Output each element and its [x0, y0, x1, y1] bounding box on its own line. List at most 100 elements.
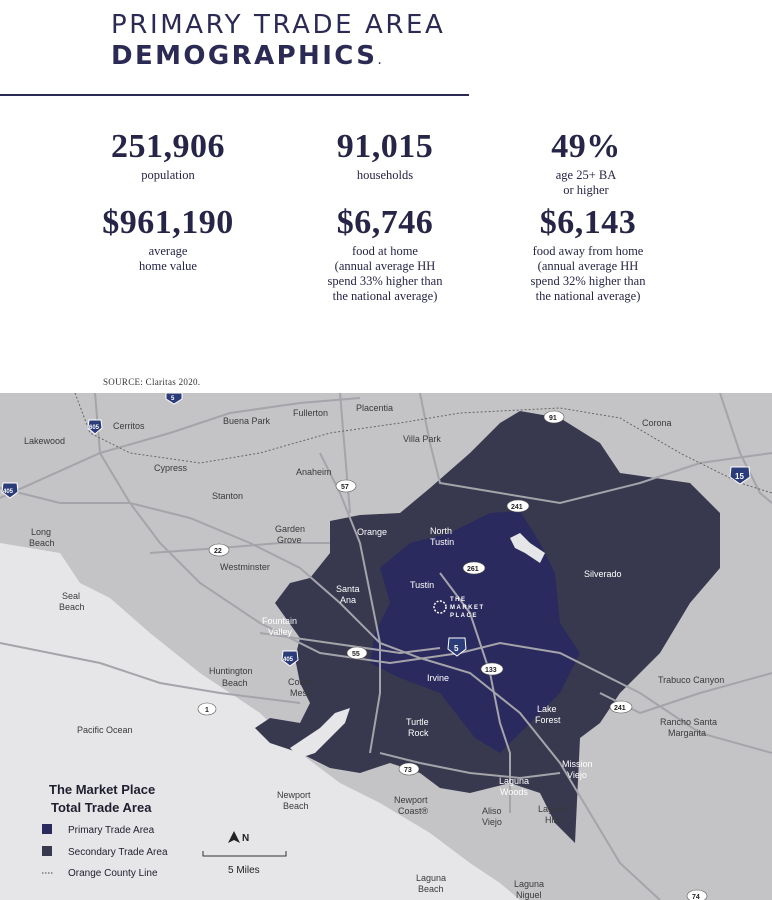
label-laguna-hills-2: Hills [545, 815, 562, 825]
stat-label: average home value [139, 244, 197, 273]
label-westminster: Westminster [220, 562, 270, 572]
title-line-2: DEMOGRAPHICS. [111, 41, 385, 71]
svg-text:91: 91 [549, 415, 557, 422]
reservoir [510, 533, 545, 563]
label-garden: Garden [275, 524, 305, 534]
svg-text:5: 5 [171, 396, 175, 402]
stat-label: households [356, 168, 414, 182]
label-pacific-ocean: Pacific Ocean [77, 725, 133, 735]
route-57-marker: 57 [335, 479, 357, 493]
route-261-marker: 261 [462, 561, 486, 575]
label-orange: Orange [357, 527, 387, 537]
svg-text:133: 133 [485, 667, 497, 674]
legend-swatch-secondary [42, 846, 52, 856]
stat-value: $6,746 [336, 204, 434, 241]
label-ana: Ana [340, 595, 356, 605]
label-seal-beach: Beach [59, 602, 85, 612]
label-seal: Seal [62, 591, 80, 601]
label-newport-coast-2: Coast® [398, 806, 429, 816]
label-north-tustin: Tustin [430, 537, 454, 547]
label-mesa: Mesa [290, 688, 312, 698]
stat-population: 251,906 population [73, 128, 263, 183]
label-north: North [430, 526, 452, 536]
stat-label: age 25+ BA or higher [555, 168, 617, 197]
legend-county-line: Orange County Line [68, 868, 158, 879]
interstate-605-shield: 605 [87, 419, 103, 435]
stat-food-away: $6,143 food away from home (annual avera… [493, 204, 683, 304]
label-fullerton: Fullerton [293, 408, 328, 418]
interstate-5-shield: 5 [447, 637, 467, 657]
label-laguna-niguel-1: Laguna [514, 879, 544, 889]
label-trabuco: Trabuco Canyon [658, 675, 724, 685]
svg-text:MARKET: MARKET [450, 605, 485, 611]
route-74-marker: 74 [686, 889, 708, 900]
interstate-15-shield: 15 [729, 466, 751, 485]
label-laguna-beach-1: Laguna [416, 873, 446, 883]
label-laguna-hills-1: Laguna [538, 804, 568, 814]
svg-text:605: 605 [89, 425, 100, 431]
svg-text:261: 261 [467, 566, 479, 573]
svg-text:15: 15 [735, 472, 744, 481]
label-irvine: Irvine [427, 673, 449, 683]
north-label: N [242, 833, 249, 844]
label-huntington-beach: Beach [222, 678, 248, 688]
label-cerritos: Cerritos [113, 421, 145, 431]
label-rsm-2: Margarita [668, 728, 706, 738]
label-placentia: Placentia [356, 403, 393, 413]
stat-label: population [141, 168, 195, 182]
route-73-marker: 73 [398, 762, 420, 776]
svg-text:1: 1 [205, 707, 209, 714]
label-long-beach: Beach [29, 538, 55, 548]
svg-text:55: 55 [352, 651, 360, 658]
svg-text:74: 74 [692, 894, 700, 900]
trade-area-map: Lakewood Cerritos Buena Park Fullerton P… [0, 393, 772, 900]
legend-title-1: The Market Place [49, 782, 155, 797]
route-1-marker: 1 [197, 702, 217, 716]
label-anaheim: Anaheim [296, 467, 332, 477]
legend-secondary: Secondary Trade Area [68, 847, 168, 858]
label-laguna-niguel-2: Niguel [516, 890, 542, 900]
label-laguna-woods-2: Woods [500, 787, 528, 797]
label-grove: Grove [277, 535, 302, 545]
label-aliso: Aliso [482, 806, 502, 816]
svg-text:57: 57 [341, 484, 349, 491]
route-22-marker: 22 [208, 543, 230, 557]
label-long: Long [31, 527, 51, 537]
label-santa: Santa [336, 584, 360, 594]
map-ocean [0, 543, 520, 900]
legend-primary: Primary Trade Area [68, 825, 155, 836]
stat-value: $6,143 [539, 204, 637, 241]
svg-text:241: 241 [511, 504, 523, 511]
stat-households: 91,015 households [290, 128, 480, 183]
label-villa-park: Villa Park [403, 434, 441, 444]
svg-text:THE: THE [450, 597, 467, 603]
interstate-405-shield-south: 405 [281, 650, 299, 667]
title-divider [0, 94, 469, 96]
svg-text:405: 405 [283, 657, 294, 663]
label-fountain: Fountain [262, 616, 297, 626]
route-55-marker: 55 [346, 646, 368, 660]
label-mission: Mission [562, 759, 593, 769]
label-lake: Lake [537, 704, 557, 714]
label-lakewood: Lakewood [24, 436, 65, 446]
scale-label: 5 Miles [228, 865, 260, 876]
label-newport: Newport [277, 790, 311, 800]
stat-education: 49% age 25+ BA or higher [491, 128, 681, 198]
market-place-logo-mark [433, 600, 447, 614]
label-rock: Rock [408, 728, 429, 738]
stat-value: 251,906 [111, 128, 225, 165]
stat-value: 49% [551, 128, 621, 165]
label-silverado: Silverado [584, 569, 622, 579]
label-corona: Corona [642, 418, 672, 428]
title-line-1: PRIMARY TRADE AREA [111, 10, 446, 40]
primary-trade-area [370, 511, 580, 753]
map-legend: The Market Place Total Trade Area Primar… [42, 782, 168, 879]
interstate-405-shield-north: 405 [1, 482, 19, 499]
label-newport-coast-1: Newport [394, 795, 428, 805]
route-133-marker: 133 [480, 662, 504, 676]
stat-value: $961,190 [102, 204, 234, 241]
road-network [0, 393, 772, 900]
north-arrow-icon [228, 831, 240, 843]
label-huntington: Huntington [209, 666, 253, 676]
interstate-5-shield-top: 5 [165, 393, 183, 405]
